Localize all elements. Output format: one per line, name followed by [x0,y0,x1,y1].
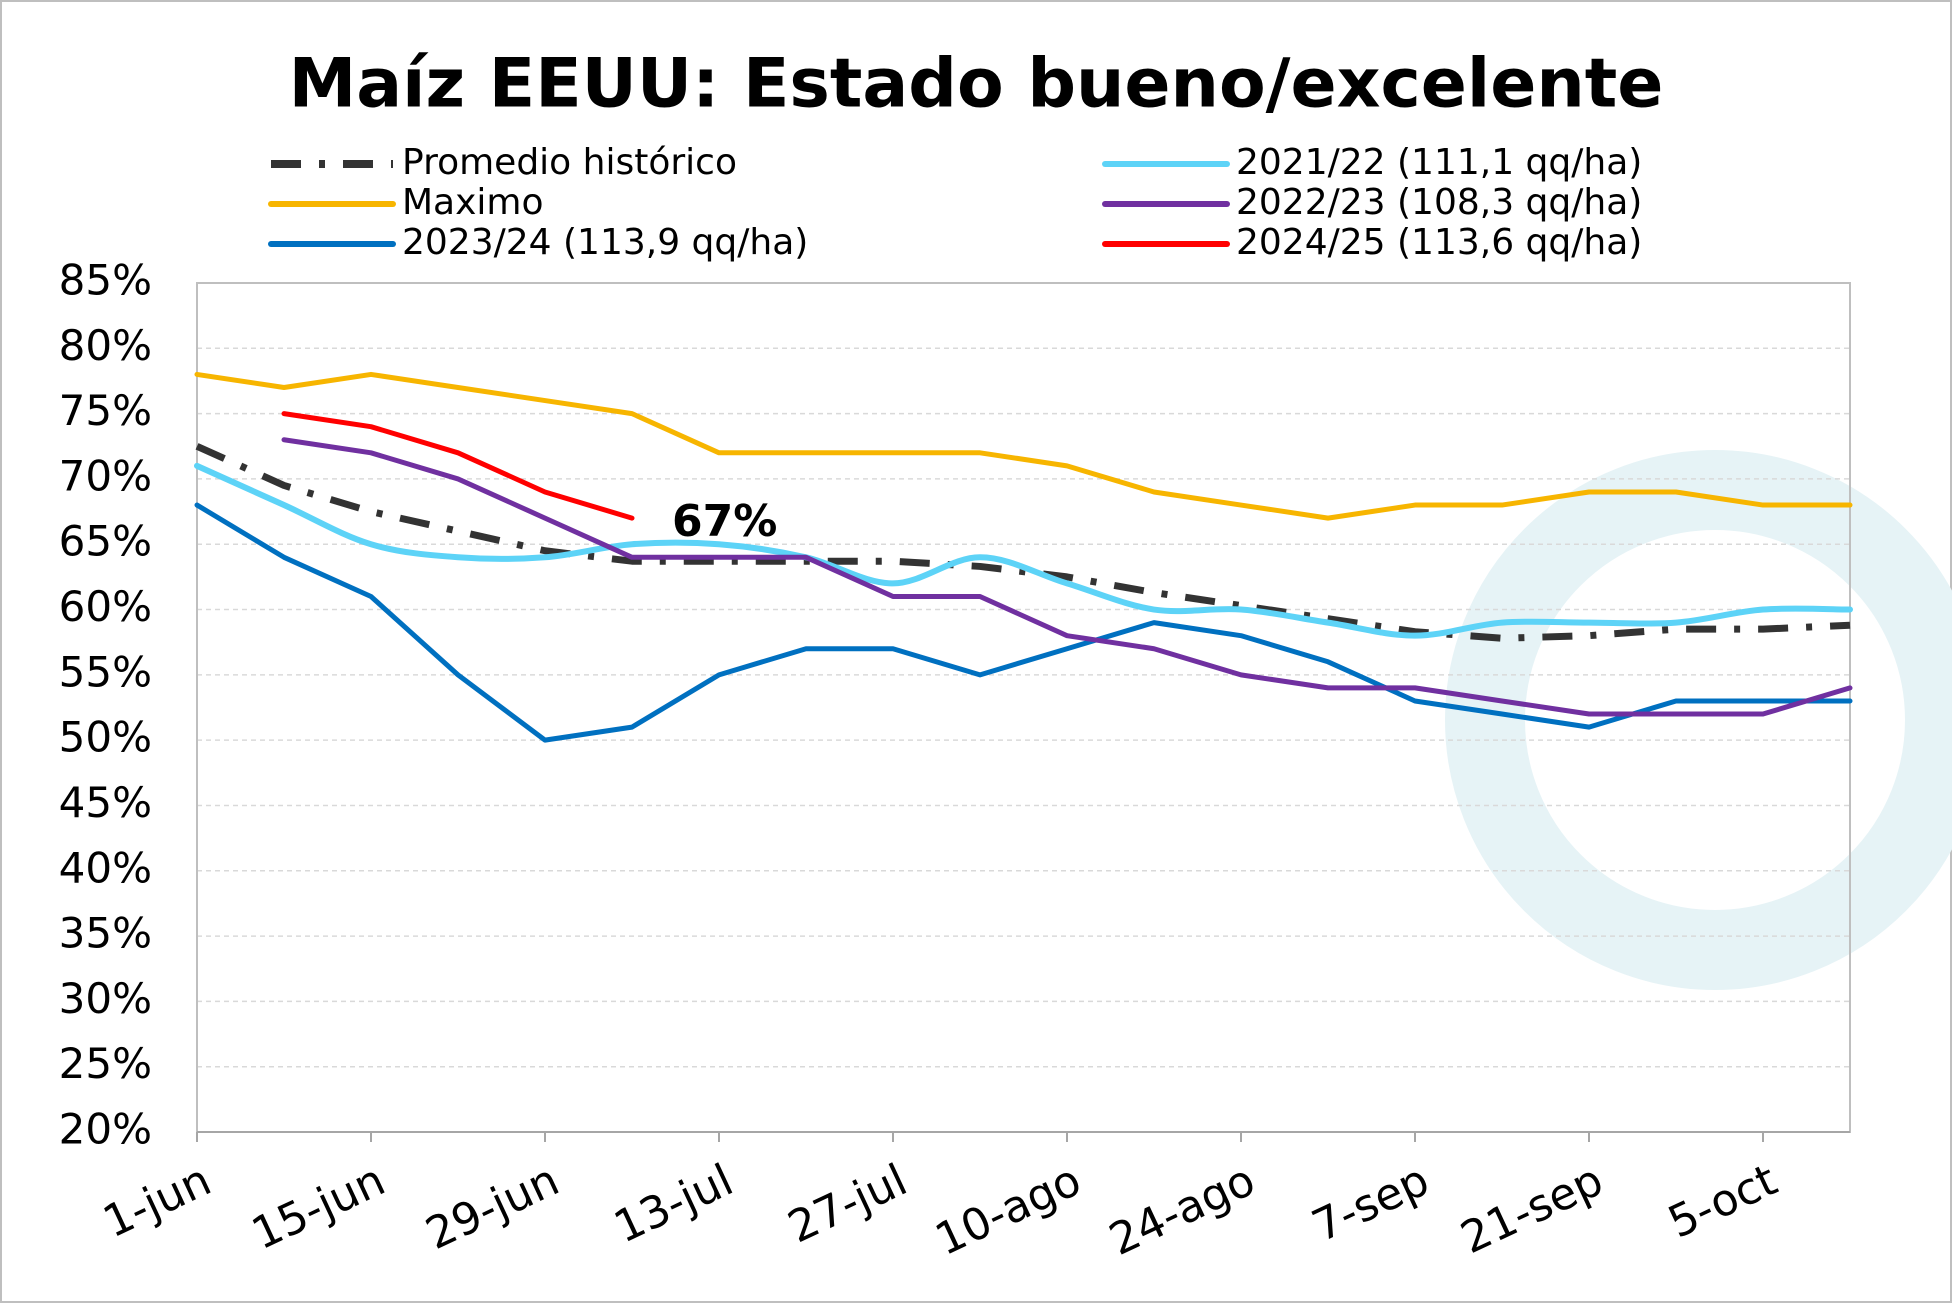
y-tick-label: 80% [59,321,152,370]
y-tick-label: 70% [59,451,152,500]
y-tick-label: 20% [59,1105,152,1154]
legend-label: Promedio histórico [402,142,737,183]
legend-label: 2022/23 (108,3 qq/ha) [1236,182,1642,223]
legend-label: 2021/22 (111,1 qq/ha) [1236,142,1642,183]
series-line [281,411,635,521]
legend-label: 2024/25 (113,6 qq/ha) [1236,222,1642,263]
series-line [281,437,1853,717]
data-label: 67% [672,496,777,547]
watermark [1445,450,1952,990]
y-tick-label: 30% [59,974,152,1023]
series-line [194,502,1853,743]
series-line [195,443,1851,642]
y-tick-label: 85% [59,256,152,305]
y-tick-label: 60% [59,582,152,631]
chart-title: Maíz EEUU: Estado bueno/excelente [289,45,1664,124]
series-line [194,371,1853,521]
legend-label: Maximo [402,182,544,223]
y-tick-label: 75% [59,386,152,435]
y-tick-label: 65% [59,517,152,566]
y-tick-label: 35% [59,909,152,958]
y-tick-label: 25% [59,1039,152,1088]
y-tick-label: 40% [59,843,152,892]
legend-label: 2023/24 (113,9 qq/ha) [402,222,808,263]
y-tick-label: 45% [59,778,152,827]
y-tick-label: 55% [59,647,152,696]
y-tick-label: 50% [59,713,152,762]
series-line [194,462,1853,639]
